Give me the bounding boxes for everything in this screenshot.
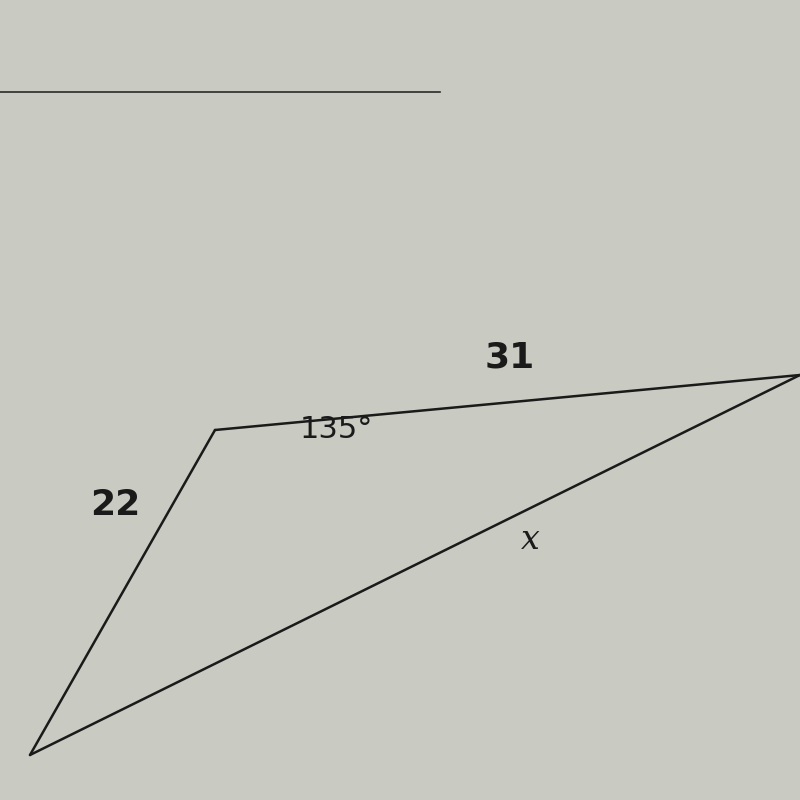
Text: x: x xyxy=(521,524,539,556)
Text: 22: 22 xyxy=(90,488,140,522)
Text: 31: 31 xyxy=(485,341,535,375)
Text: 135°: 135° xyxy=(300,415,374,445)
